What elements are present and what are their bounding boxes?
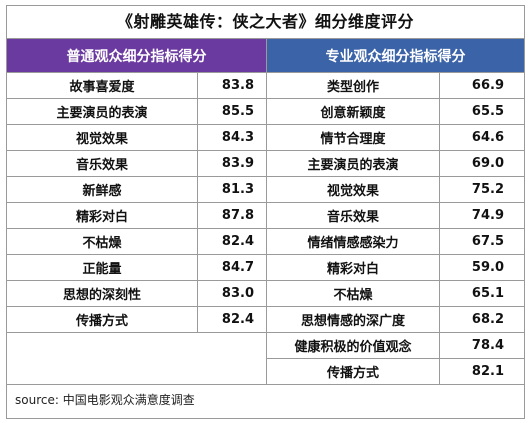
metric-label: 健康积极的价值观念 bbox=[267, 333, 440, 358]
metric-score: 85.5 bbox=[221, 104, 254, 119]
metric-score: 83.0 bbox=[221, 286, 254, 301]
general-audience-column: 故事喜爱度 83.8 主要演员的表演 85.5 视觉效果 84.3 音乐效果 83.9 新鲜感 8… bbox=[7, 73, 267, 385]
metric-score: 74.9 bbox=[471, 208, 504, 223]
table-row: 健康积极的价值观念 78.4 bbox=[267, 333, 524, 359]
metric-label: 情节合理度 bbox=[267, 125, 440, 150]
table-row: 故事喜爱度 83.8 bbox=[7, 73, 266, 99]
metric-score: 64.6 bbox=[471, 130, 504, 145]
metric-label: 不枯燥 bbox=[7, 229, 198, 254]
table-row: 精彩对白 87.8 bbox=[7, 203, 266, 229]
professional-audience-column: 类型创作 66.9 创意新颖度 65.5 情节合理度 64.6 主要演员的表演 69.0 视觉效… bbox=[267, 73, 524, 385]
table-row: 创意新颖度 65.5 bbox=[267, 99, 524, 125]
table-row: 音乐效果 83.9 bbox=[7, 151, 266, 177]
table-body: 故事喜爱度 83.8 主要演员的表演 85.5 视觉效果 84.3 音乐效果 83.9 新鲜感 8… bbox=[7, 73, 524, 385]
metric-score: 67.5 bbox=[471, 234, 504, 249]
metric-label: 思想的深刻性 bbox=[7, 281, 198, 306]
metric-label: 视觉效果 bbox=[7, 125, 198, 150]
metric-label: 传播方式 bbox=[7, 307, 198, 332]
metric-label: 主要演员的表演 bbox=[267, 151, 440, 176]
table-row: 主要演员的表演 69.0 bbox=[267, 151, 524, 177]
table-row: 情绪情感感染力 67.5 bbox=[267, 229, 524, 255]
source-note: source: 中国电影观众满意度调查 bbox=[15, 393, 195, 407]
metric-score: 69.0 bbox=[471, 156, 504, 171]
metric-label: 创意新颖度 bbox=[267, 99, 440, 124]
table-row: 音乐效果 74.9 bbox=[267, 203, 524, 229]
metric-score: 84.7 bbox=[221, 260, 254, 275]
table-row: 视觉效果 75.2 bbox=[267, 177, 524, 203]
table-title: 《射雕英雄传：侠之大者》细分维度评分 bbox=[7, 6, 524, 39]
table-row: 类型创作 66.9 bbox=[267, 73, 524, 99]
table-row: 传播方式 82.4 bbox=[7, 307, 266, 333]
table-row: 思想的深刻性 83.0 bbox=[7, 281, 266, 307]
metric-score: 82.4 bbox=[221, 312, 254, 327]
metric-score: 75.2 bbox=[471, 182, 504, 197]
metric-score: 68.2 bbox=[471, 312, 504, 327]
table-row: 不枯燥 82.4 bbox=[7, 229, 266, 255]
table-row: 精彩对白 59.0 bbox=[267, 255, 524, 281]
metric-score: 82.1 bbox=[471, 364, 504, 379]
metric-label: 思想情感的深广度 bbox=[267, 307, 440, 332]
table-row: 新鲜感 81.3 bbox=[7, 177, 266, 203]
table-row: 思想情感的深广度 68.2 bbox=[267, 307, 524, 333]
metric-label: 类型创作 bbox=[267, 73, 440, 98]
metric-score: 83.9 bbox=[221, 156, 254, 171]
metric-label: 新鲜感 bbox=[7, 177, 198, 202]
metric-label: 视觉效果 bbox=[267, 177, 440, 202]
metric-score: 83.8 bbox=[221, 78, 254, 93]
table-row: 正能量 84.7 bbox=[7, 255, 266, 281]
metric-label: 传播方式 bbox=[267, 359, 440, 384]
metric-label: 主要演员的表演 bbox=[7, 99, 198, 124]
general-audience-header: 普通观众细分指标得分 bbox=[7, 39, 267, 72]
metric-score: 65.1 bbox=[471, 286, 504, 301]
metric-score: 65.5 bbox=[471, 104, 504, 119]
table-row: 主要演员的表演 85.5 bbox=[7, 99, 266, 125]
metric-label: 故事喜爱度 bbox=[7, 73, 198, 98]
metric-score: 81.3 bbox=[221, 182, 254, 197]
metric-label: 精彩对白 bbox=[7, 203, 198, 228]
metric-score: 59.0 bbox=[471, 260, 504, 275]
professional-audience-header: 专业观众细分指标得分 bbox=[267, 39, 524, 72]
metric-label: 正能量 bbox=[7, 255, 198, 280]
metric-label: 精彩对白 bbox=[267, 255, 440, 280]
score-table: 《射雕英雄传：侠之大者》细分维度评分 普通观众细分指标得分 专业观众细分指标得分… bbox=[6, 5, 525, 419]
metric-score: 84.3 bbox=[221, 130, 254, 145]
metric-score: 78.4 bbox=[471, 338, 504, 353]
metric-score: 66.9 bbox=[471, 78, 504, 93]
table-row: 传播方式 82.1 bbox=[267, 359, 524, 385]
metric-label: 音乐效果 bbox=[267, 203, 440, 228]
table-row: 不枯燥 65.1 bbox=[267, 281, 524, 307]
metric-score: 82.4 bbox=[221, 234, 254, 249]
metric-label: 不枯燥 bbox=[267, 281, 440, 306]
metric-label: 情绪情感感染力 bbox=[267, 229, 440, 254]
table-row: 视觉效果 84.3 bbox=[7, 125, 266, 151]
empty-cell bbox=[7, 333, 266, 385]
header-row: 普通观众细分指标得分 专业观众细分指标得分 bbox=[7, 39, 524, 73]
metric-score: 87.8 bbox=[221, 208, 254, 223]
table-row: 情节合理度 64.6 bbox=[267, 125, 524, 151]
metric-label: 音乐效果 bbox=[7, 151, 198, 176]
